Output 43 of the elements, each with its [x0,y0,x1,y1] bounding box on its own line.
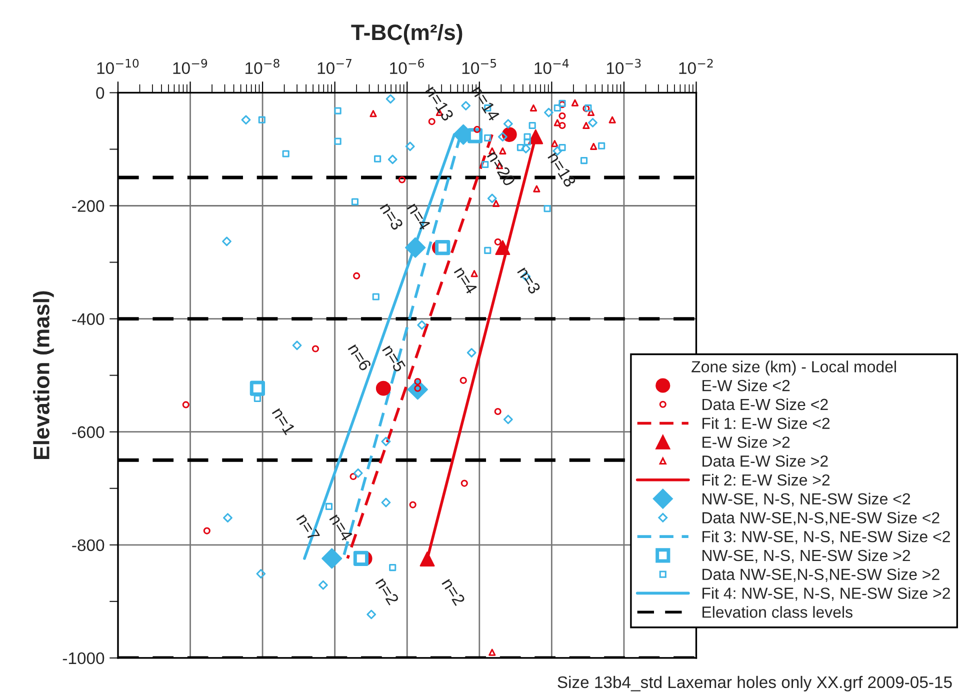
legend-label: Data E-W Size >2 [702,455,828,467]
x-tick-label: 10$^{−6}$ [390,58,424,74]
y-tick-label: -200 [72,200,104,212]
legend-label: Fit 3: NW-SE, N-S, NE-SW Size <2 [702,530,950,544]
legend-label: Fit 1: E-W Size <2 [702,417,830,430]
legend-label: NW-SE, N-S, NE-SW Size >2 [702,549,910,564]
x-tick-label: 10$^{−8}$ [246,58,280,74]
legend-label: Data NW-SE,N-S,NE-SW Size >2 [702,568,940,582]
annotation: n=4 [407,202,431,231]
legend-label: Elevation class levels [702,606,852,618]
y-axis-title: Elevation (masl) [33,291,54,460]
legend-label: E-W Size <2 [702,380,790,392]
x-tick-label: 10$^{−7}$ [318,58,352,74]
x-tick-label: 10$^{−3}$ [606,58,641,74]
legend-label: NW-SE, N-S, NE-SW Size <2 [702,492,910,506]
x-tick-label: 10$^{−10}$ [97,58,139,74]
x-axis-title: T-BC(m²/s) [351,24,462,45]
x-tick-label: 10$^{−2}$ [679,58,713,74]
y-tick-label: -600 [72,426,104,438]
annotation: n=2 [442,577,466,606]
y-tick-label: -800 [72,539,104,552]
annotation: n=4 [454,266,478,295]
y-tick-label: 0 [96,87,104,99]
annotation: n=1 [272,406,296,436]
y-tick-label: -400 [72,313,104,326]
legend-label: Data NW-SE,N-S,NE-SW Size <2 [702,512,940,526]
legend-label: E-W Size >2 [702,436,790,448]
annotation: n=5 [382,344,406,373]
annotation: n=4 [329,513,354,542]
legend-label: Data E-W Size <2 [702,398,828,410]
x-tick-label: 10$^{−9}$ [173,58,208,74]
annotation: n=7 [296,513,320,542]
y-tick-label: -1000 [62,652,104,664]
x-tick-label: 10$^{−4}$ [534,58,569,74]
text: Size 13b4_std Laxemar holes only XX.grf 2009-05-15 [558,676,952,692]
legend-title: Zone size (km) - Local model [692,360,896,376]
legend-label: Fit 2: E-W Size >2 [702,474,830,486]
annotation: n=3 [516,266,541,295]
x-tick-label: 10$^{−5}$ [462,58,496,74]
annotation: n=6 [348,342,372,372]
legend-label: Fit 4: NW-SE, N-S, NE-SW Size >2 [702,587,950,601]
annotation: n=2 [375,576,400,606]
annotation: n=3 [380,202,404,231]
